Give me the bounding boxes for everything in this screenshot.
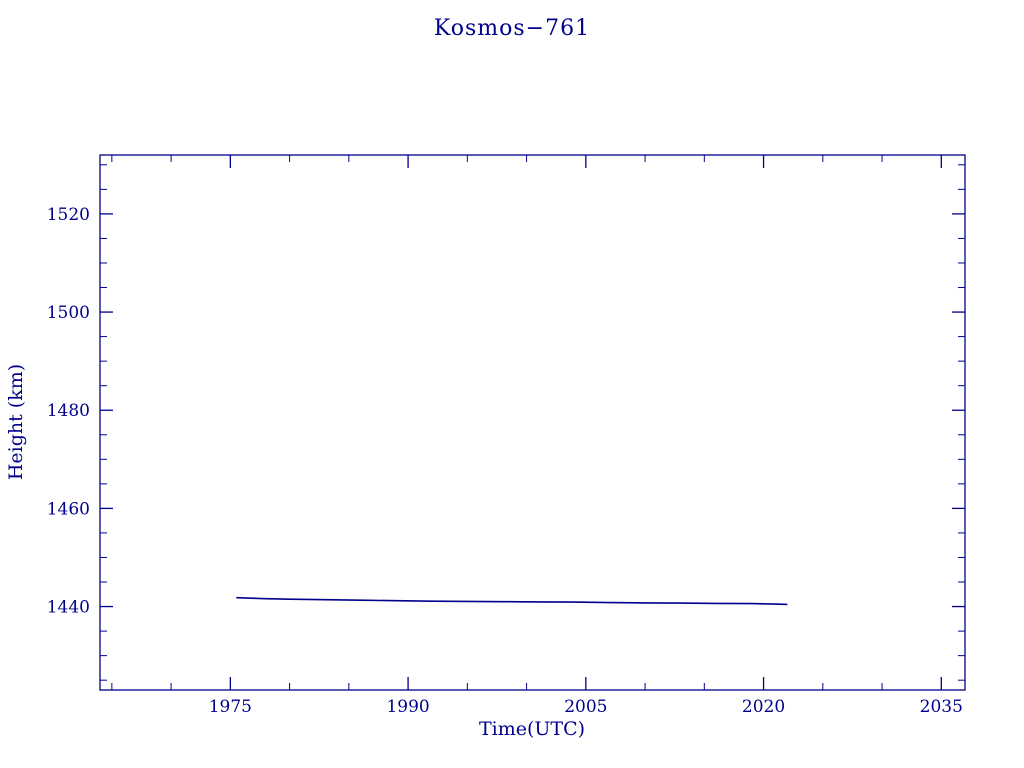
- y-tick-label: 1520: [47, 205, 90, 225]
- x-tick-label: 2005: [564, 697, 607, 717]
- x-tick-label: 1975: [209, 697, 252, 717]
- data-line-height: [236, 596, 788, 606]
- plot-frame: [99, 154, 966, 691]
- y-tick-label: 1440: [47, 598, 90, 618]
- x-tick-label: 2020: [742, 697, 785, 717]
- y-tick-label: 1460: [47, 499, 90, 519]
- chart-title: Kosmos−761: [433, 16, 591, 41]
- y-tick-label: 1480: [47, 401, 90, 421]
- x-axis-label: Time(UTC): [478, 718, 586, 740]
- x-tick-label: 2035: [920, 697, 963, 717]
- y-tick-label: 1500: [47, 303, 90, 323]
- x-tick-label: 1990: [386, 697, 429, 717]
